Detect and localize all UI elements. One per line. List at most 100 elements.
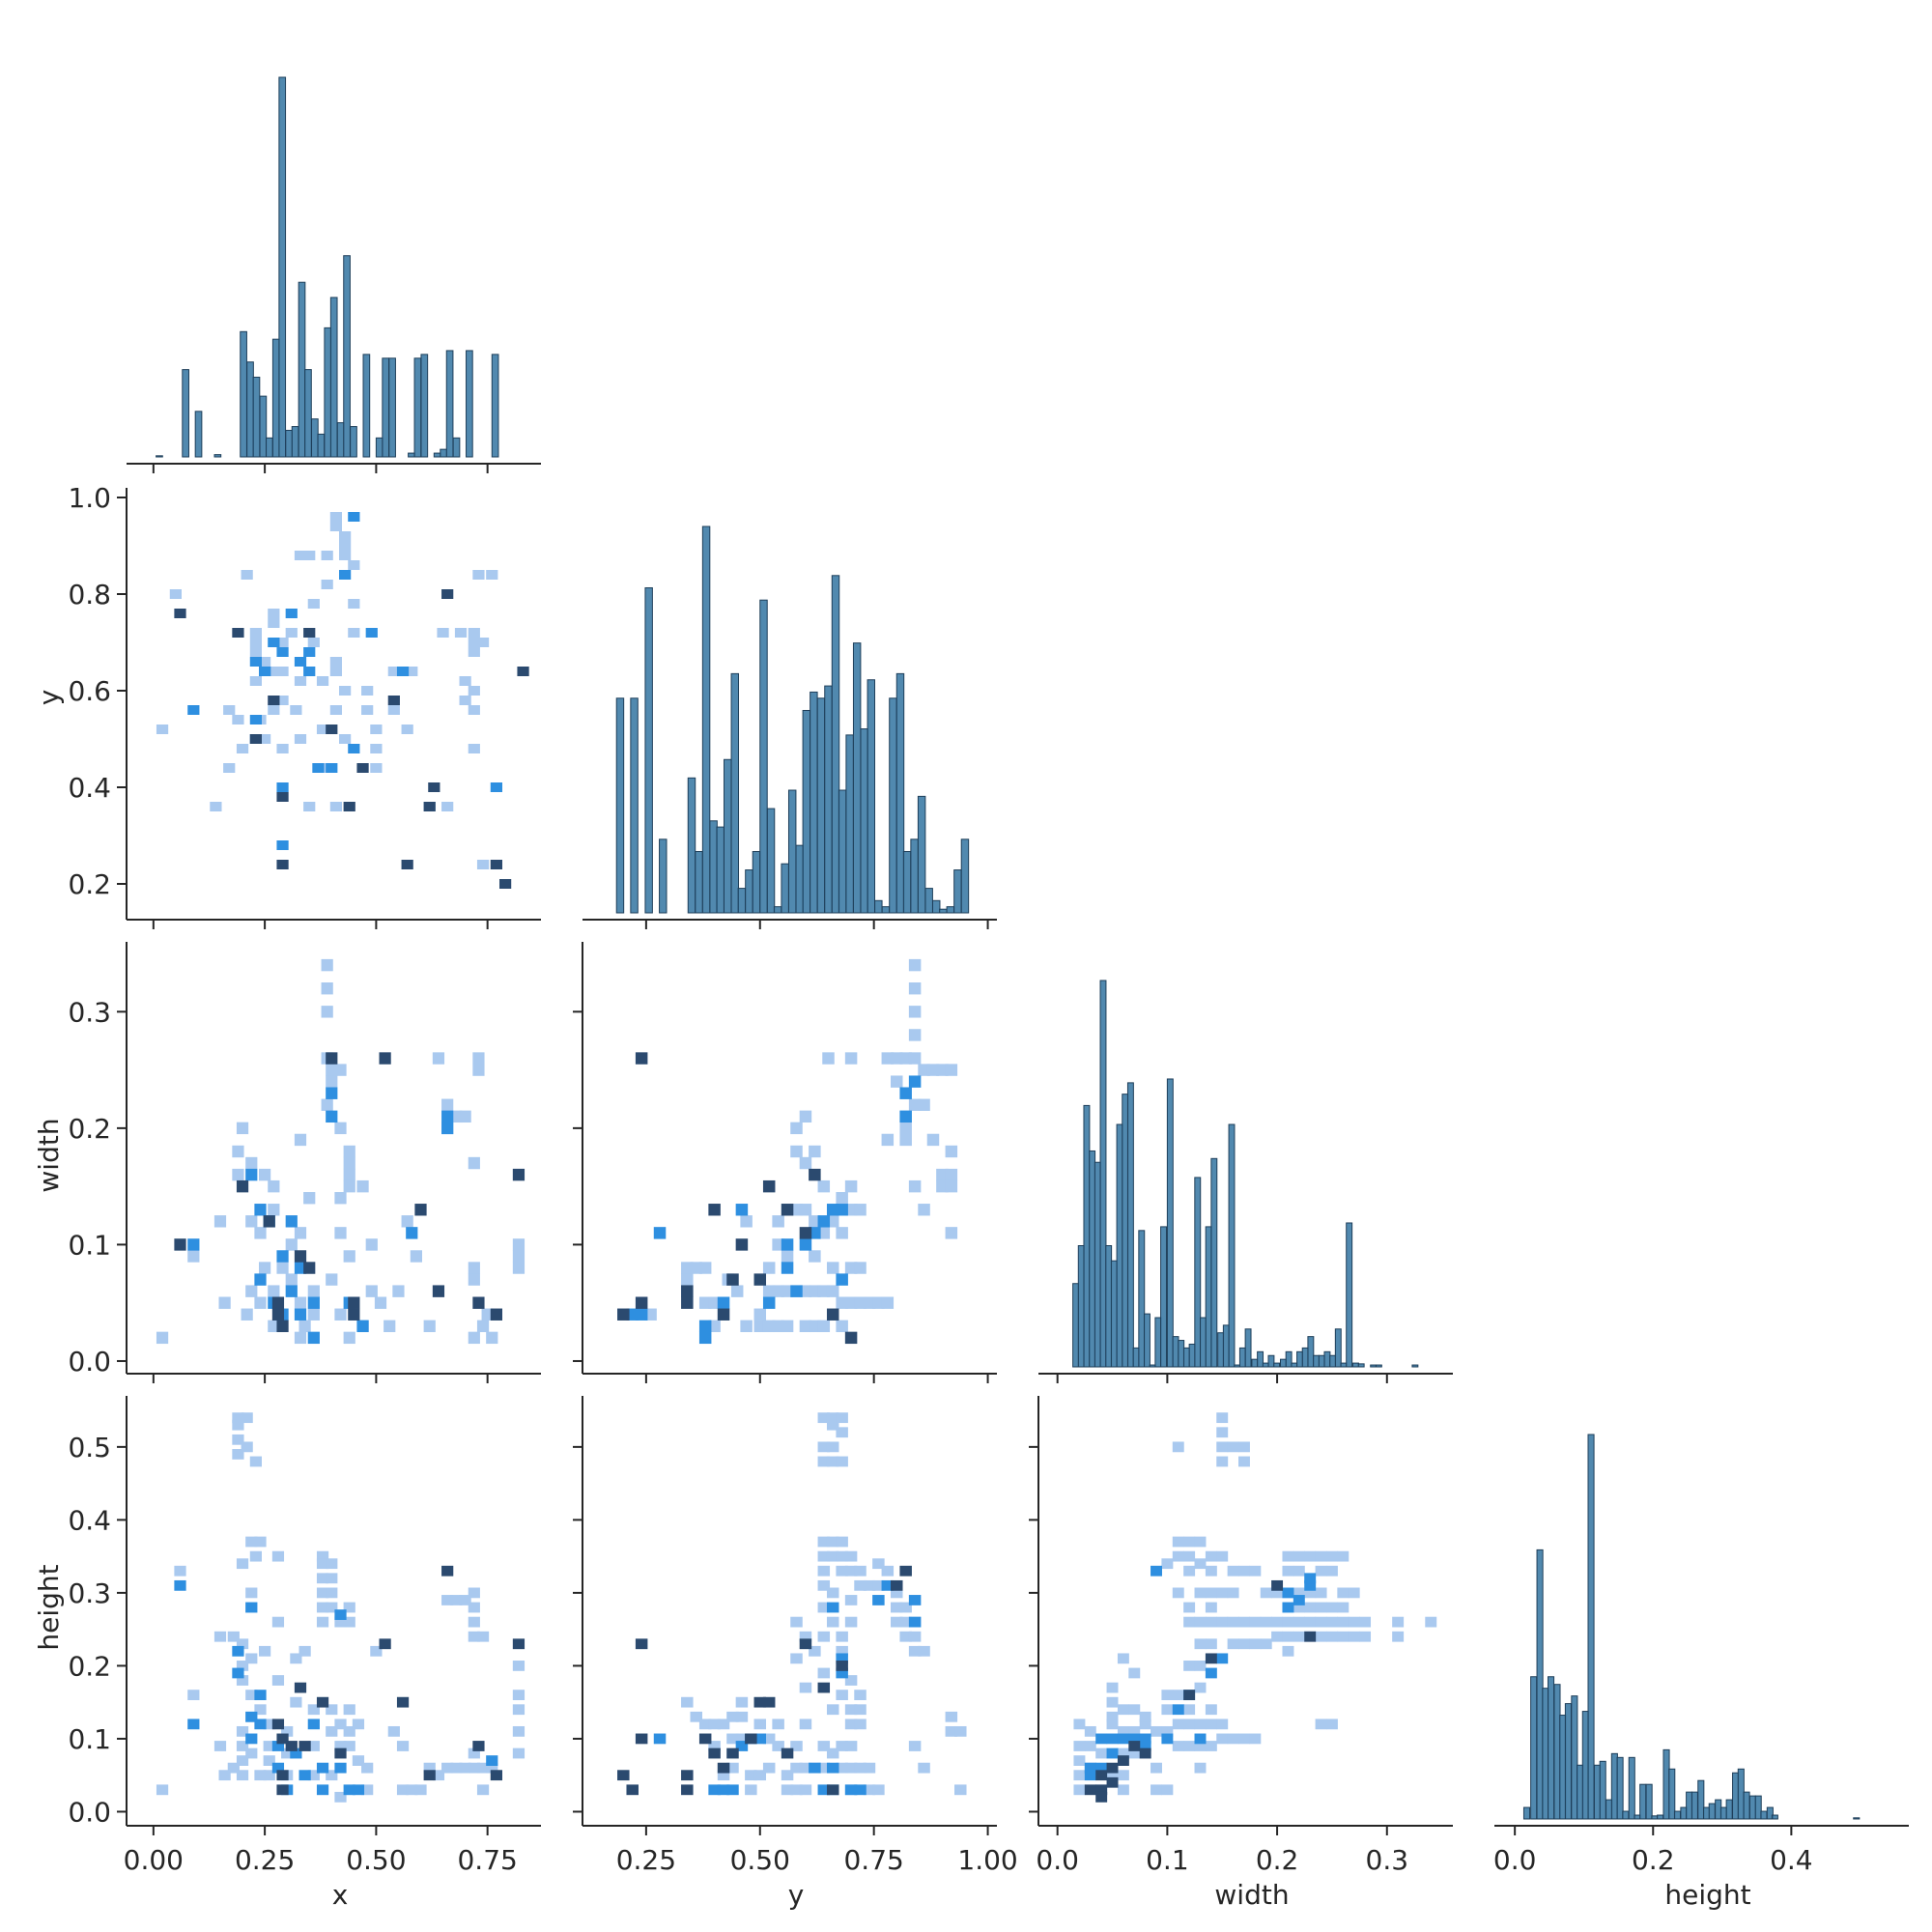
cell-height-y-light-14: [745, 1784, 757, 1796]
cell-width-y-light-69: [908, 982, 922, 995]
cell-height-width-light-76: [1216, 1441, 1229, 1453]
cell-height-x-dark-7: [316, 1696, 329, 1708]
cell-height-width-light-63: [1205, 1602, 1217, 1613]
cell-height-y-light-87: [872, 1579, 885, 1591]
cell-height-x-light-46: [290, 1696, 302, 1708]
cell-height-x-mid-4: [245, 1711, 258, 1722]
cell-y-x-mid-11: [294, 657, 307, 667]
hist-width-bar-7: [1110, 1260, 1118, 1368]
cell-height-x-light-38: [254, 1770, 267, 1781]
cell-height-x-dark-13: [472, 1741, 485, 1751]
cell-width-y-light-15: [762, 1285, 776, 1297]
cell-height-y-light-92: [899, 1602, 912, 1613]
cell-height-y-mid-17: [908, 1595, 922, 1605]
cell-height-x-light-87: [450, 1595, 463, 1605]
cell-y-x-dark-10: [401, 860, 413, 869]
cell-width-y-light-75: [918, 1064, 930, 1076]
cell-height-y-light-3: [708, 1719, 721, 1730]
hist-width-bar-4: [1094, 1161, 1101, 1368]
cell-height-y-light-35: [817, 1412, 831, 1424]
cell-y-x-dark-7: [343, 802, 355, 811]
ytick-label-y-0: 0.2: [68, 868, 111, 900]
cell-height-x-light-36: [263, 1755, 275, 1766]
cell-height-x-light-30: [236, 1755, 249, 1766]
cell-height-y-mid-19: [836, 1653, 848, 1664]
xtick-label-width-1: 0.1: [1146, 1844, 1189, 1876]
hist-width-bar-13: [1144, 1313, 1151, 1368]
cell-height-width-light-137: [1359, 1616, 1372, 1628]
cell-height-width-light-50: [1194, 1536, 1207, 1548]
cell-height-width-mid-15: [1216, 1653, 1229, 1664]
hist-y-bar-32: [889, 697, 897, 914]
cell-height-width-light-127: [1325, 1616, 1338, 1628]
cell-height-y-mid-4: [735, 1741, 749, 1751]
cell-height-y-dark-3: [626, 1784, 639, 1796]
cell-width-y-light-74: [908, 1179, 922, 1193]
hist-y-bar-41: [953, 869, 962, 914]
cell-y-x-dark-2: [268, 696, 280, 705]
hist-height-bar-17: [1622, 1810, 1630, 1820]
cell-height-width-light-34: [1172, 1550, 1184, 1562]
hist-x-bar-3: [213, 454, 222, 458]
cell-height-width-dark-10: [1304, 1631, 1317, 1642]
cell-height-y-light-45: [817, 1741, 831, 1751]
cell-height-y-light-85: [863, 1762, 876, 1774]
cell-height-y-light-33: [809, 1645, 821, 1657]
cell-height-y-light-38: [817, 1536, 831, 1548]
cell-height-y-light-70: [844, 1595, 858, 1605]
cell-height-x-light-98: [512, 1661, 526, 1671]
cell-width-x-dark-0: [174, 1238, 186, 1251]
cell-height-y-light-104: [954, 1784, 967, 1796]
cell-height-y-light-90: [891, 1602, 903, 1613]
cell-y-x-light-37: [329, 512, 342, 522]
hist-width-bar-47: [1334, 1328, 1342, 1368]
cell-width-x-light-30: [321, 982, 333, 995]
cell-height-x-light-48: [307, 1704, 320, 1716]
cell-width-y-light-73: [908, 1098, 922, 1111]
cell-height-width-light-77: [1216, 1456, 1229, 1467]
cell-height-width-light-59: [1194, 1762, 1207, 1774]
cell-y-x-light-60: [401, 724, 413, 734]
cell-width-y-light-18: [772, 1238, 784, 1251]
hist-x-bar-28: [420, 354, 429, 458]
cell-height-width-light-49: [1183, 1741, 1196, 1751]
cell-height-x-light-51: [316, 1550, 329, 1562]
cell-height-width-light-30: [1161, 1704, 1174, 1716]
cell-height-x-light-22: [236, 1661, 249, 1671]
cell-height-width-light-78: [1227, 1565, 1239, 1577]
cell-height-y-light-42: [817, 1602, 831, 1613]
cell-height-width-mid-8: [1139, 1733, 1151, 1745]
hist-height-bar-19: [1634, 1814, 1641, 1820]
ytick-label-y-2: 0.6: [68, 675, 111, 707]
cell-width-y-mid-15: [836, 1204, 848, 1216]
cell-y-x-light-24: [303, 551, 316, 560]
cell-height-x-light-77: [370, 1645, 383, 1657]
cell-width-y-light-51: [844, 1204, 858, 1216]
cell-width-x-light-63: [472, 1064, 485, 1076]
cell-width-x-light-13: [259, 1262, 271, 1274]
cell-width-x-light-67: [468, 1331, 480, 1345]
cell-width-x-light-27: [307, 1308, 320, 1321]
cell-width-y-light-54: [854, 1204, 867, 1216]
cell-width-x-mid-16: [356, 1320, 369, 1333]
cell-width-y-light-49: [836, 1320, 848, 1333]
cell-height-width-light-113: [1304, 1550, 1317, 1562]
cell-height-width-dark-6: [1139, 1747, 1151, 1759]
cell-width-y-light-48: [836, 1296, 848, 1309]
cell-height-x-light-102: [512, 1747, 526, 1759]
cell-height-width-light-8: [1095, 1747, 1108, 1759]
cell-height-x-light-90: [468, 1602, 480, 1613]
cell-width-x-light-51: [374, 1296, 387, 1309]
cell-width-y-light-27: [790, 1204, 803, 1216]
cell-height-y-light-54: [826, 1616, 839, 1628]
cell-height-y-light-88: [881, 1565, 895, 1577]
cell-y-x-light-10: [249, 647, 262, 657]
cell-width-y-light-72: [908, 1052, 922, 1065]
cell-height-width-light-16: [1117, 1725, 1129, 1737]
hist-y-bar-15: [766, 808, 776, 914]
cell-width-y-light-80: [936, 1064, 949, 1076]
cell-width-x-light-39: [343, 1156, 355, 1170]
cell-y-x-light-18: [276, 696, 289, 705]
cell-height-width-light-142: [1315, 1719, 1327, 1730]
cell-height-y-light-6: [717, 1770, 730, 1781]
